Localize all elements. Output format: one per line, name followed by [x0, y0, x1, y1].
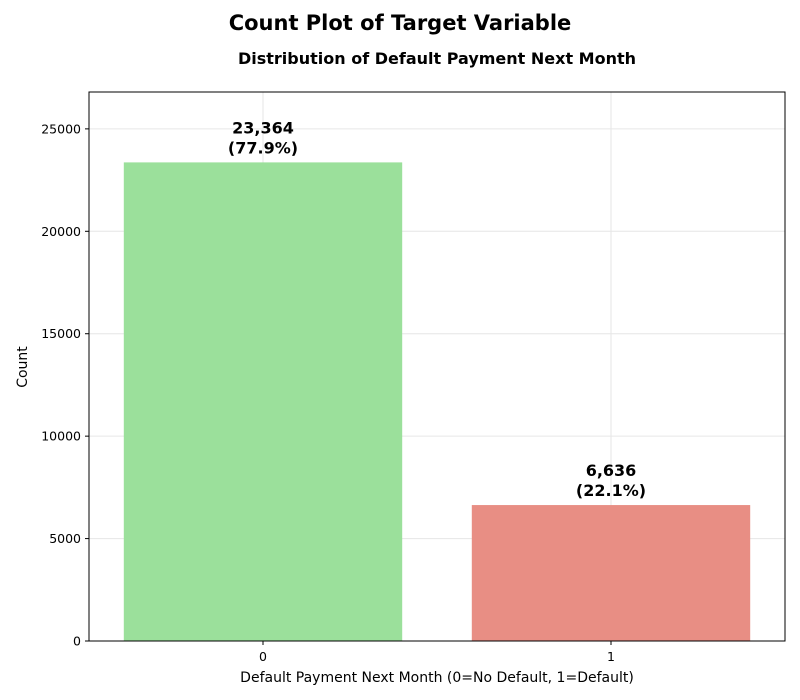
data-labels: 23,364(77.9%) 6,636(22.1%): [228, 118, 646, 500]
bars: [123, 162, 751, 641]
bar-1: [471, 505, 751, 641]
x-tick-label: 1: [607, 649, 615, 664]
bar-value-label: 23,364: [232, 118, 294, 137]
plot-frame: [88, 91, 786, 642]
x-tick-label: 0: [259, 649, 267, 664]
bar-value-label: 6,636: [586, 461, 637, 480]
bar-percent-label: (22.1%): [576, 481, 646, 500]
bar-0: [123, 162, 403, 641]
y-tick-label: 5000: [49, 531, 81, 546]
y-tick-label: 15000: [41, 326, 81, 341]
x-axis-label: Default Payment Next Month (0=No Default…: [240, 670, 634, 686]
y-axis-label: Count: [15, 346, 31, 388]
y-tick-label: 10000: [41, 429, 81, 444]
bar-percent-label: (77.9%): [228, 138, 298, 157]
y-axis-ticks: 0 5000 10000 15000 20000 25000: [41, 121, 89, 649]
chart-title: Distribution of Default Payment Next Mon…: [238, 49, 636, 68]
chart-suptitle: Count Plot of Target Variable: [229, 11, 572, 35]
y-tick-label: 20000: [41, 224, 81, 239]
y-tick-label: 25000: [41, 121, 81, 136]
y-tick-label: 0: [73, 634, 81, 649]
